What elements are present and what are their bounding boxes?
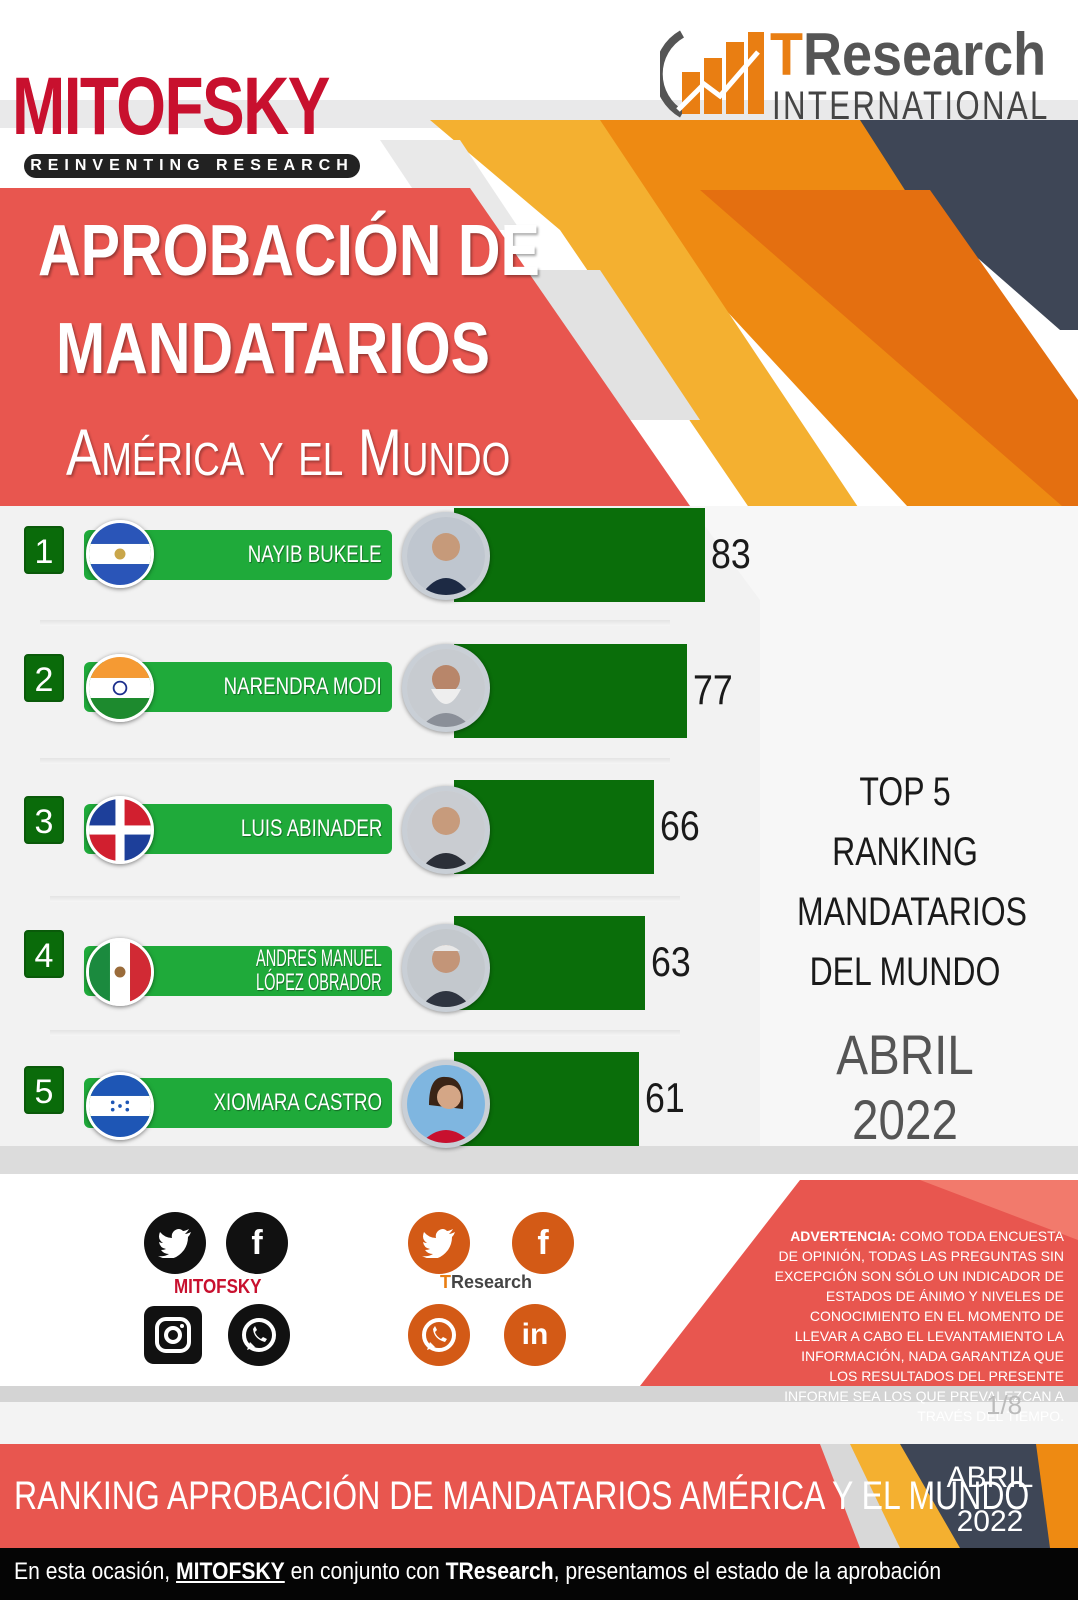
caption-line: DEL MUNDO: [809, 950, 1001, 994]
portrait-avatar: [402, 644, 490, 732]
portrait-avatar: [402, 924, 490, 1012]
portrait-avatar: [402, 786, 490, 874]
twitter-icon[interactable]: [144, 1212, 206, 1274]
bar-1: [454, 508, 705, 602]
facebook-icon[interactable]: f: [512, 1212, 574, 1274]
warning-heading: ADVERTENCIA:: [790, 1228, 896, 1244]
caption-text: En esta ocasión, MITOFSKY en conjunto co…: [14, 1558, 942, 1585]
warning-notice: ADVERTENCIA: COMO TODA ENCUESTA DE OPINI…: [770, 1226, 1064, 1426]
bar-value-label: 77: [693, 666, 733, 713]
rank-number: 1: [24, 526, 64, 574]
twitter-icon[interactable]: [408, 1212, 470, 1274]
india-flag: [86, 654, 154, 722]
linkedin-icon[interactable]: in: [504, 1304, 566, 1366]
instagram-icon[interactable]: [144, 1306, 202, 1364]
top5-caption: TOP 5 RANKING MANDATARIOS DEL MUNDO: [770, 762, 1040, 1002]
bar-value-label: 83: [711, 530, 751, 577]
title-line-1: APROBACIÓN DE: [38, 211, 540, 291]
portrait-avatar: [402, 512, 490, 600]
mandatario-name: LUIS ABINADER: [240, 815, 382, 842]
caption-strip: [0, 1548, 1078, 1600]
footer-date-month: ABRIL: [946, 1461, 1034, 1494]
row-divider: [40, 620, 670, 626]
mitofsky-tagline: REINVENTING RESEARCH: [24, 154, 360, 178]
caption-line: RANKING: [832, 830, 978, 874]
el-salvador-flag: [86, 520, 154, 588]
row-divider: [40, 758, 670, 764]
whatsapp-icon[interactable]: [408, 1304, 470, 1366]
mandatario-name: NARENDRA MODI: [223, 673, 382, 700]
footer-date: ABRIL 2022: [932, 1456, 1048, 1544]
rank-number: 5: [24, 1066, 64, 1114]
warning-text: COMO TODA ENCUESTA DE OPINIÓN, TODAS LAS…: [774, 1228, 1064, 1424]
bar-value-label: 61: [645, 1074, 685, 1121]
month-label: ABRIL 2022: [836, 1023, 974, 1151]
tresearch-logo-subtitle: INTERNATIONAL: [772, 84, 1050, 128]
mitofsky-logo: MITOFSKY REINVENTING RESEARCH: [10, 60, 370, 180]
mexico-flag: [86, 938, 154, 1006]
mitofsky-logo-text: MITOFSKY: [12, 61, 330, 152]
title-line-2: MANDATARIOS: [56, 309, 491, 389]
mandatario-name: XIOMARA CASTRO: [213, 1089, 382, 1116]
title-line-3: América y el Mundo: [66, 415, 511, 489]
tresearch-chart-icon: [660, 30, 764, 118]
tresearch-mini-logo: TResearch: [440, 1272, 533, 1292]
mandatario-name: ANDRES MANUEL LÓPEZ OBRADOR: [256, 945, 382, 996]
whatsapp-icon[interactable]: [228, 1304, 290, 1366]
mandatario-name: NAYIB BUKELE: [248, 541, 382, 568]
bar-value-label: 63: [651, 938, 691, 985]
rank-number: 3: [24, 796, 64, 844]
facebook-icon[interactable]: f: [226, 1212, 288, 1274]
row-divider: [50, 1030, 680, 1036]
bar-2: [454, 644, 687, 738]
page-indicator: 1/8: [986, 1390, 1023, 1420]
mitofsky-mini-logo: MITOFSKY: [174, 1276, 262, 1298]
caption-tresearch: TResearch: [445, 1558, 554, 1585]
caption-mitofsky: MITOFSKY: [176, 1558, 285, 1585]
portrait-avatar: [402, 1060, 490, 1148]
caption-line: TOP 5: [859, 770, 951, 814]
row-divider: [50, 896, 680, 902]
dominican-republic-flag: [86, 796, 154, 864]
footer-date-year: 2022: [956, 1505, 1024, 1538]
tresearch-logo-text: TResearch: [770, 21, 1047, 88]
footer-title: RANKING APROBACIÓN DE MANDATARIOS AMÉRIC…: [14, 1474, 1030, 1518]
tresearch-logo: TResearch INTERNATIONAL: [660, 18, 1070, 128]
bar-value-label: 66: [660, 802, 700, 849]
caption-line: MANDATARIOS: [797, 890, 1027, 934]
honduras-flag: [86, 1072, 154, 1140]
rank-number: 2: [24, 654, 64, 702]
rank-number: 4: [24, 930, 64, 978]
